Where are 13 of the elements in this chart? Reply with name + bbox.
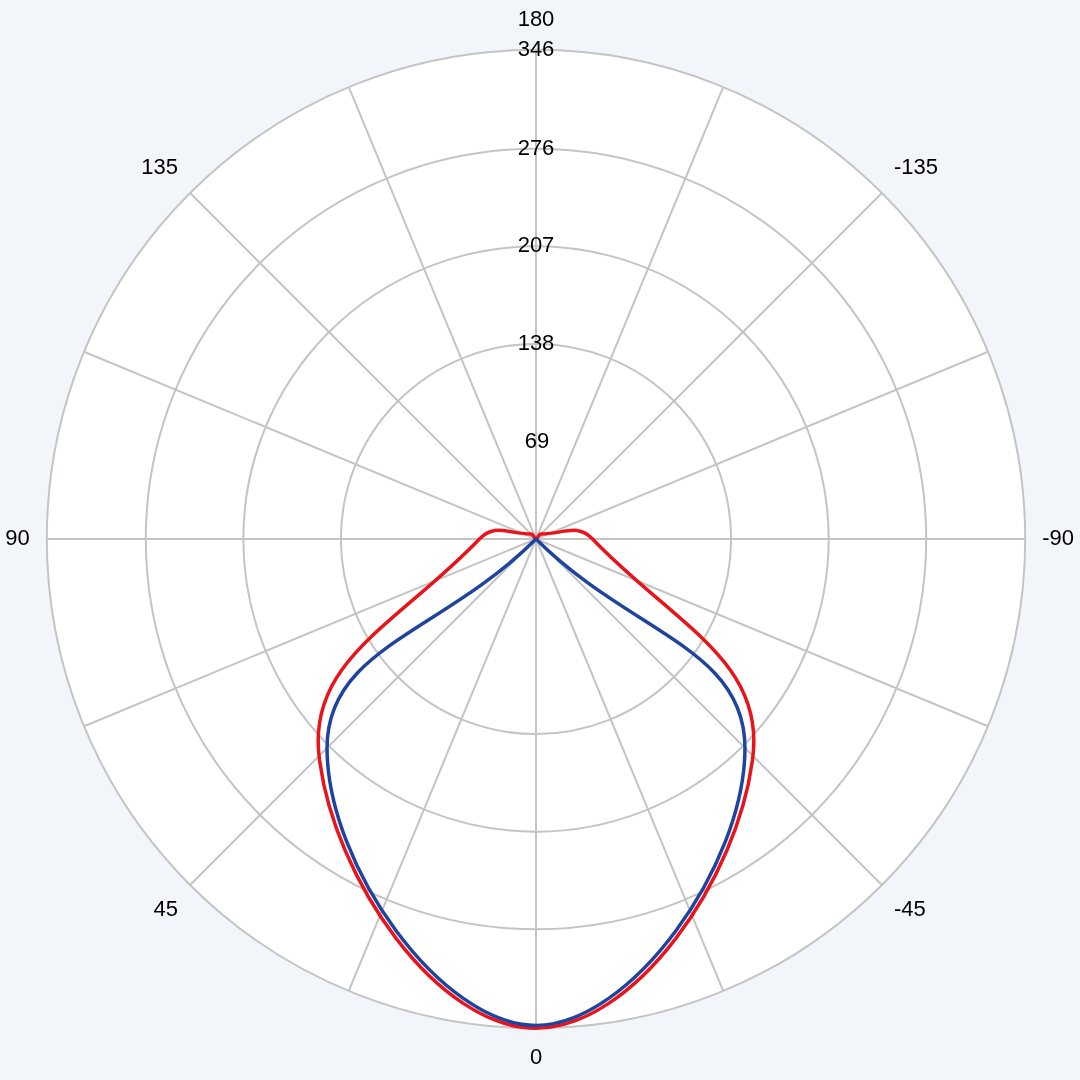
spoke-label: 90	[5, 525, 30, 551]
spoke-label: -135	[893, 153, 938, 179]
y-tick-label: 207	[517, 232, 555, 258]
y-tick-label: 346	[517, 35, 555, 61]
spoke-label: 0	[529, 1044, 543, 1070]
spoke-label: 180	[517, 5, 555, 31]
spoke-label: 45	[153, 896, 179, 922]
y-tick-label: 138	[517, 329, 555, 355]
y-tick-label: 69	[524, 427, 550, 453]
spoke-label: 135	[141, 153, 179, 179]
spoke-label: -45	[893, 896, 926, 922]
spoke-label: -90	[1042, 525, 1074, 551]
y-tick-label: 276	[517, 134, 555, 160]
